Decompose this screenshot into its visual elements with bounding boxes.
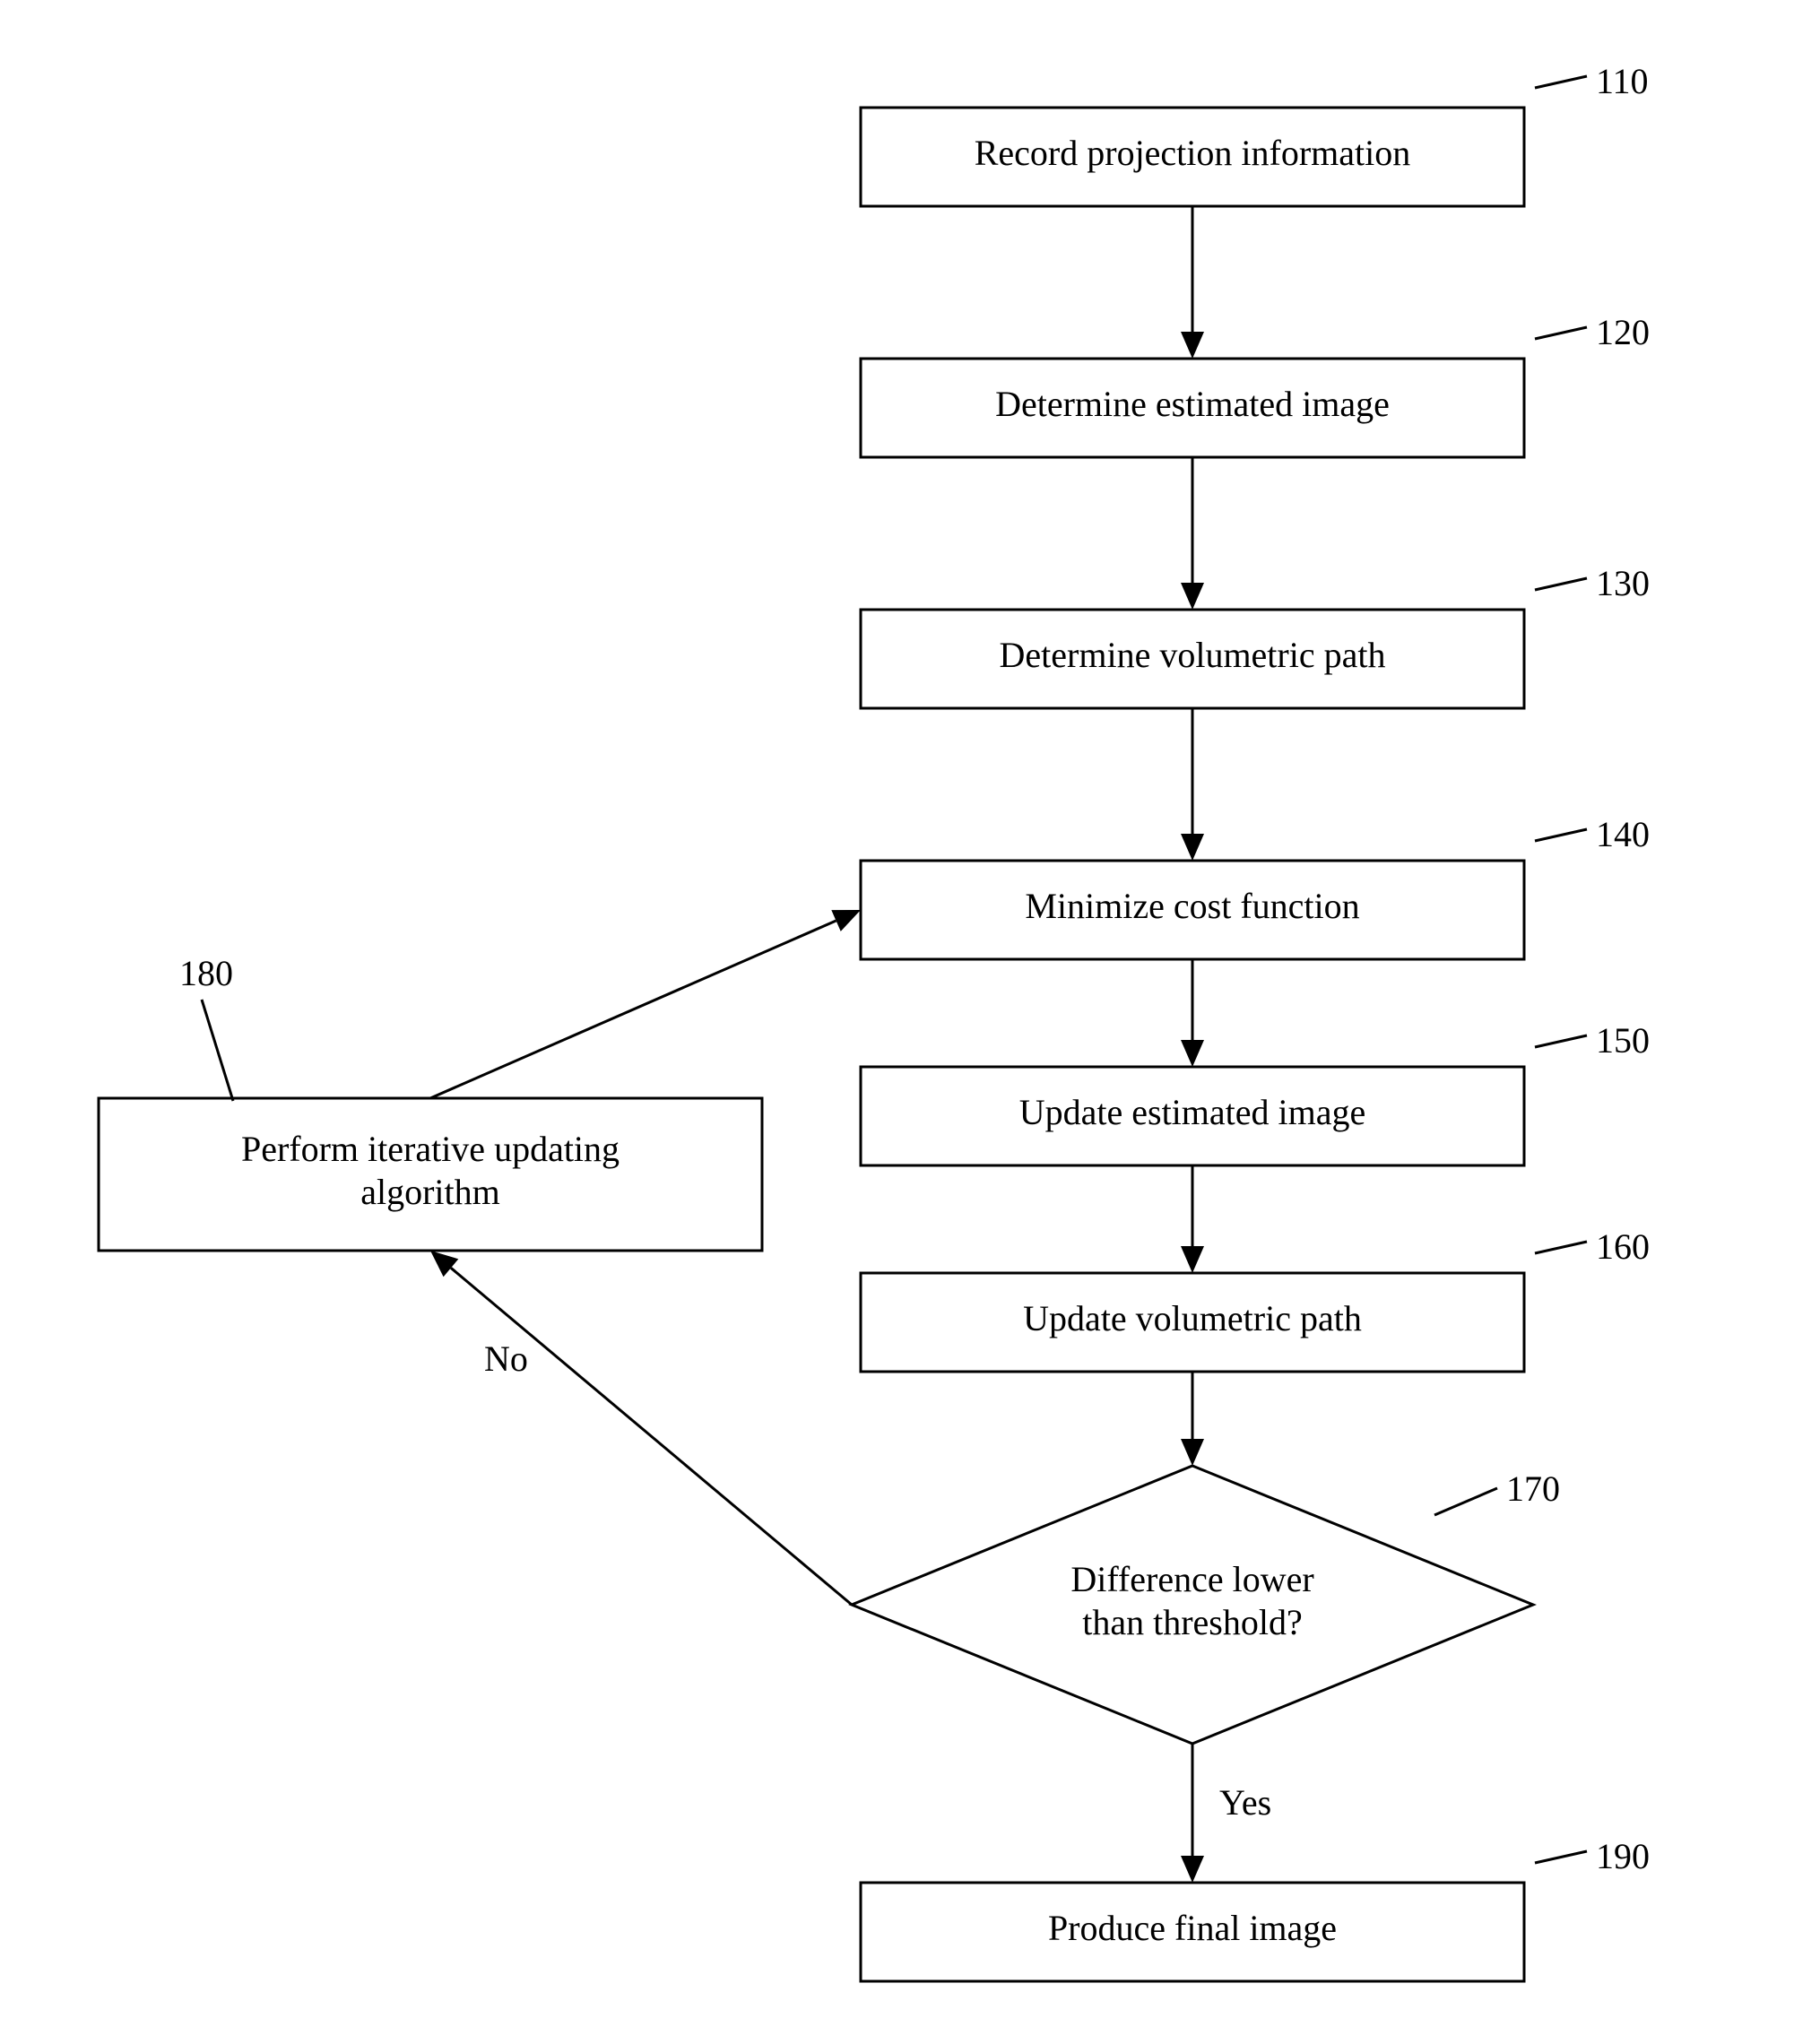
flow-node-n140: Minimize cost function 140 <box>861 814 1650 959</box>
flow-edge <box>1181 708 1204 861</box>
ref-label: 120 <box>1596 312 1650 352</box>
flow-node-n150: Update estimated image 150 <box>861 1020 1650 1165</box>
flow-edge <box>430 910 861 1098</box>
flow-node-text: Minimize cost function <box>1025 886 1359 926</box>
flow-node-text: Record projection information <box>975 133 1411 173</box>
edge-label: Yes <box>1219 1782 1271 1823</box>
flow-edge <box>1181 1165 1204 1273</box>
flow-node-n170: Difference lowerthan threshold? 170 <box>852 1466 1560 1744</box>
flow-node-text: Update volumetric path <box>1023 1298 1362 1338</box>
ref-label: 110 <box>1596 61 1649 101</box>
flow-node-n190: Produce final image 190 <box>861 1836 1650 1981</box>
flow-node-text: algorithm <box>360 1172 500 1212</box>
flow-node-n160: Update volumetric path 160 <box>861 1226 1650 1372</box>
flow-node-n130: Determine volumetric path 130 <box>861 563 1650 708</box>
ref-label: 140 <box>1596 814 1650 854</box>
flow-node-text: Produce final image <box>1048 1908 1337 1948</box>
flow-node-text: Determine volumetric path <box>1000 635 1386 675</box>
ref-label: 170 <box>1506 1468 1560 1509</box>
flow-node-n120: Determine estimated image 120 <box>861 312 1650 457</box>
flow-node-text: Update estimated image <box>1019 1092 1366 1132</box>
edge-label: No <box>484 1338 528 1379</box>
ref-label: 160 <box>1596 1226 1650 1267</box>
flow-node-text: than threshold? <box>1082 1602 1303 1642</box>
ref-label: 190 <box>1596 1836 1650 1876</box>
flow-node-n110: Record projection information 110 <box>861 61 1649 206</box>
flow-edge <box>1181 457 1204 610</box>
flow-node-text: Difference lower <box>1070 1559 1313 1599</box>
flow-node-text: Determine estimated image <box>995 384 1390 424</box>
flow-node-text: Perform iterative updating <box>241 1129 620 1169</box>
ref-label: 150 <box>1596 1020 1650 1061</box>
flow-edge: No <box>430 1251 852 1605</box>
ref-label: 130 <box>1596 563 1650 603</box>
flow-edge <box>1181 1372 1204 1466</box>
flow-edge <box>1181 959 1204 1067</box>
ref-label: 180 <box>179 953 233 993</box>
flow-edge: Yes <box>1181 1744 1271 1883</box>
flow-edge <box>1181 206 1204 359</box>
